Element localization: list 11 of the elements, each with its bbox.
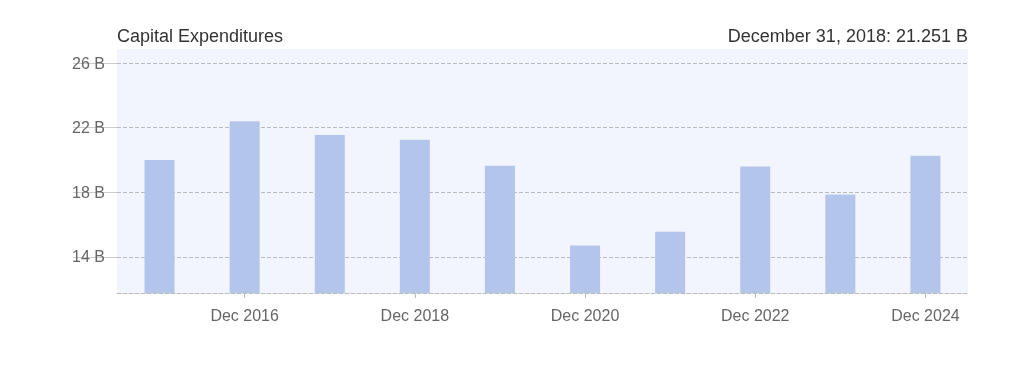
y-tick-label: 22 B <box>72 119 105 137</box>
x-tick-label: Dec 2020 <box>550 306 620 324</box>
text: December 31, 2018: 21.251 B <box>727 26 968 46</box>
chart-title: Capital Expenditures <box>117 26 284 46</box>
x-tick-label: Dec 2024 <box>891 306 960 324</box>
y-tick-label: 26 B <box>72 54 105 72</box>
x-tick-label: Dec 2016 <box>210 306 279 324</box>
x-tick-label: Dec 2022 <box>721 306 790 324</box>
y-tick-label: 14 B <box>72 248 105 266</box>
y-tick-label: 18 B <box>72 183 105 201</box>
x-tick-label: Dec 2018 <box>380 306 450 324</box>
